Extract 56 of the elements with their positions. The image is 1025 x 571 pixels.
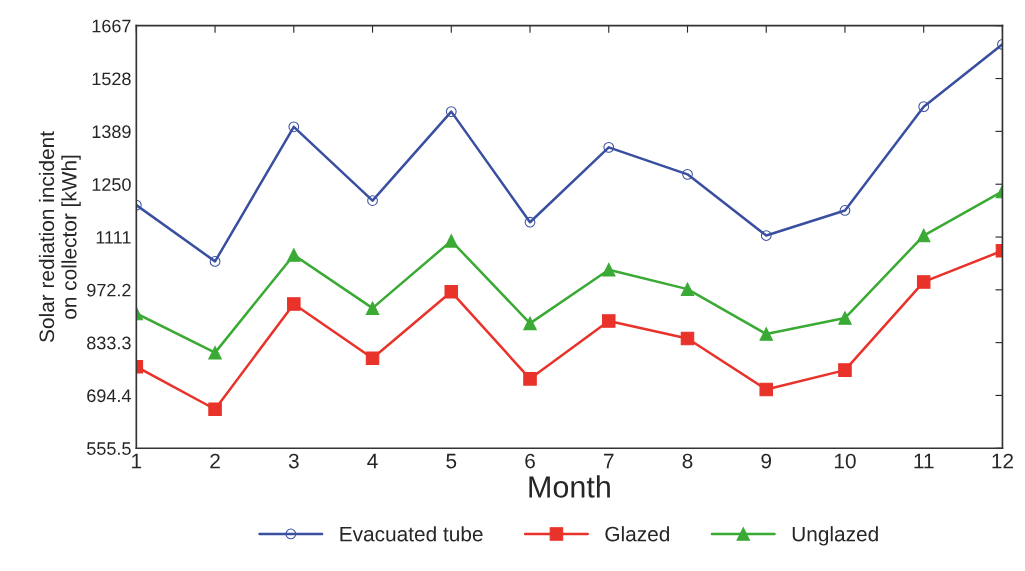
point — [209, 256, 221, 267]
point — [523, 372, 537, 386]
legend-label: Unglazed — [792, 526, 878, 546]
point — [916, 228, 931, 243]
point — [365, 351, 380, 366]
point — [680, 331, 695, 346]
point — [680, 282, 695, 296]
point — [445, 106, 457, 117]
point — [365, 301, 380, 315]
point — [287, 248, 301, 262]
point — [601, 314, 616, 328]
point — [916, 275, 931, 289]
x-tick-label: 10 — [834, 453, 856, 469]
x-tick-label: 4 — [367, 453, 378, 469]
legend-label: Glazed — [605, 526, 670, 542]
x-tick-label: 9 — [761, 453, 772, 469]
y-tick-label: 1250 — [92, 178, 131, 191]
legend-label: Evacuated tube — [340, 526, 483, 542]
y-tick-label: 694.4 — [87, 389, 131, 403]
point — [603, 141, 615, 153]
x-tick-label: 5 — [446, 453, 457, 469]
x-tick-label: 2 — [210, 453, 220, 469]
x-tick-label: 6 — [525, 453, 535, 469]
x-tick-label: 3 — [288, 453, 299, 469]
point — [682, 168, 693, 180]
point — [760, 230, 772, 241]
x-tick-label: 11 — [914, 453, 934, 469]
x-tick-label: 8 — [682, 453, 693, 469]
point — [759, 382, 773, 397]
point — [444, 234, 459, 248]
y-axis-title: Solar rediation incident on collector [kWh] — [38, 131, 81, 342]
point — [287, 297, 301, 311]
point — [288, 121, 300, 133]
point — [838, 363, 852, 377]
point — [208, 402, 222, 417]
y-tick-label: 1111 — [96, 231, 131, 244]
x-axis-title: Month — [529, 475, 610, 498]
point — [839, 205, 851, 216]
y-tick-label: 555.5 — [87, 442, 131, 455]
x-tick-label: 12 — [992, 453, 1013, 469]
point — [208, 345, 222, 360]
point — [524, 216, 536, 228]
point — [444, 285, 459, 299]
y-tick-label: 1528 — [92, 72, 131, 86]
y-tick-label: 1389 — [92, 125, 131, 139]
y-tick-label: 972.2 — [87, 283, 131, 297]
y-tick-label: 1667 — [92, 19, 131, 33]
point — [523, 316, 537, 331]
point — [759, 327, 773, 341]
x-tick-label: 1 — [132, 453, 142, 469]
point — [601, 262, 616, 277]
y-tick-label: 833.3 — [87, 336, 131, 350]
x-tick-label: 7 — [604, 453, 614, 469]
point — [838, 311, 852, 325]
point — [367, 195, 378, 206]
point — [918, 101, 930, 113]
